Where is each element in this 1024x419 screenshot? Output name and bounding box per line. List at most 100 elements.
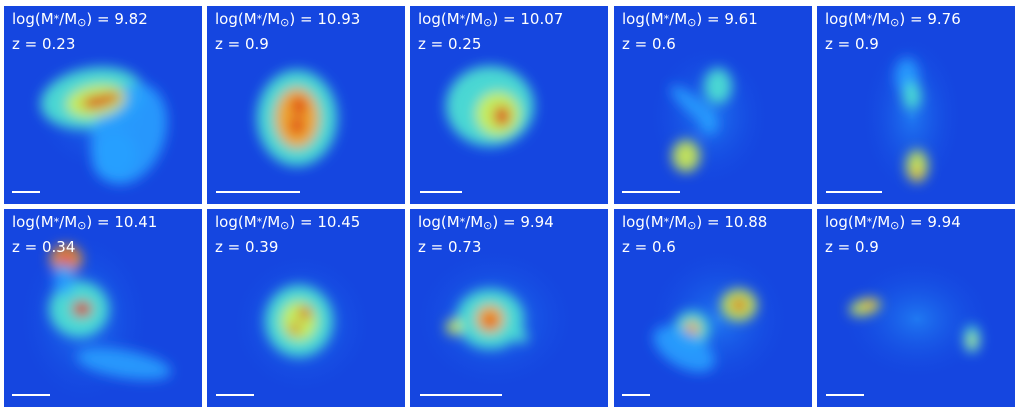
galaxy-image (4, 209, 202, 407)
redshift-label: z = 0.9 (825, 238, 879, 256)
redshift-value: 0.34 (41, 238, 76, 256)
galaxy-emission (290, 324, 300, 334)
stellar-mass-label: log(M*/M⊙) = 9.82 (12, 10, 148, 32)
label-part: /M (262, 213, 281, 231)
stellar-mass-label: log(M*/M⊙) = 10.93 (215, 10, 360, 32)
galaxy-emission (906, 150, 928, 182)
galaxy-image (410, 209, 608, 407)
galaxy-emission (862, 300, 876, 310)
label-part: log(M (418, 213, 460, 231)
galaxy-panel: log(M*/M⊙) = 10.45 z = 0.39 (207, 209, 405, 407)
label-part: * (866, 215, 873, 229)
redshift-value: 0.23 (41, 35, 76, 53)
label-part: ⊙ (280, 219, 290, 232)
stellar-mass-label: log(M*/M⊙) = 9.94 (418, 213, 554, 235)
label-part: log(M (622, 10, 664, 28)
label-part: ) = (492, 213, 521, 231)
stellar-mass-label: log(M*/M⊙) = 9.94 (825, 213, 961, 235)
galaxy-emission (903, 82, 921, 110)
redshift-value: 0.9 (854, 35, 879, 53)
label-part: ⊙ (77, 16, 87, 29)
label-part: ⊙ (483, 219, 493, 232)
galaxy-halo (649, 249, 789, 389)
label-part: log(M (215, 213, 257, 231)
galaxy-emission (58, 253, 74, 265)
scale-bar (216, 394, 254, 396)
label-part: ) = (696, 10, 725, 28)
label-part: * (53, 12, 60, 26)
label-part: ) = (899, 213, 928, 231)
galaxy-emission (484, 315, 496, 327)
redshift-value: 0.39 (244, 238, 279, 256)
scale-bar (826, 191, 882, 193)
label-part: /M (872, 10, 891, 28)
galaxy-emission (494, 106, 510, 126)
galaxy-image (614, 209, 812, 407)
label-part: ) = (899, 10, 928, 28)
redshift-value: 0.6 (651, 35, 676, 53)
label-part: 10.93 (317, 10, 361, 28)
galaxy-panel: log(M*/M⊙) = 9.82 z = 0.23 (4, 6, 202, 204)
redshift-value: 0.9 (854, 238, 879, 256)
galaxy-emission (732, 299, 746, 311)
label-part: ) = (86, 213, 115, 231)
galaxy-emission (446, 319, 462, 335)
label-part: z = (12, 35, 42, 53)
label-part: ⊙ (280, 16, 290, 29)
label-part: /M (59, 213, 78, 231)
label-part: ⊙ (483, 16, 493, 29)
label-part: log(M (418, 10, 460, 28)
galaxy-emission (72, 301, 92, 317)
galaxy-image (4, 6, 202, 204)
scale-bar (12, 394, 50, 396)
label-part: * (256, 12, 263, 26)
galaxy-emission (912, 169, 922, 179)
scale-bar (622, 191, 680, 193)
galaxy-panel: log(M*/M⊙) = 10.07 z = 0.25 (410, 6, 608, 204)
label-part: * (866, 12, 873, 26)
galaxy-panel: log(M*/M⊙) = 10.41 z = 0.34 (4, 209, 202, 407)
redshift-label: z = 0.73 (418, 238, 481, 256)
redshift-label: z = 0.23 (12, 35, 75, 53)
galaxy-panel: log(M*/M⊙) = 9.76 z = 0.9 (817, 6, 1015, 204)
stellar-mass-label: log(M*/M⊙) = 10.07 (418, 10, 563, 32)
redshift-value: 0.6 (651, 238, 676, 256)
galaxy-halo (862, 36, 962, 196)
label-part: log(M (825, 213, 867, 231)
redshift-label: z = 0.9 (215, 35, 269, 53)
label-part: z = (418, 238, 448, 256)
scale-bar (216, 191, 300, 193)
redshift-label: z = 0.39 (215, 238, 278, 256)
label-part: * (256, 215, 263, 229)
label-part: z = (215, 35, 245, 53)
label-part: log(M (825, 10, 867, 28)
label-part: * (459, 12, 466, 26)
label-part: log(M (12, 10, 54, 28)
galaxy-emission (672, 140, 700, 172)
redshift-label: z = 0.6 (622, 35, 676, 53)
label-part: log(M (622, 213, 664, 231)
galaxy-panel: log(M*/M⊙) = 9.94 z = 0.73 (410, 209, 608, 407)
redshift-label: z = 0.6 (622, 238, 676, 256)
label-part: z = (825, 238, 855, 256)
galaxy-panel: log(M*/M⊙) = 9.94 z = 0.9 (817, 209, 1015, 407)
label-part: ) = (696, 213, 725, 231)
stellar-mass-label: log(M*/M⊙) = 10.45 (215, 213, 360, 235)
label-part: z = (622, 35, 652, 53)
galaxy-panel: log(M*/M⊙) = 10.88 z = 0.6 (614, 209, 812, 407)
scale-bar (12, 191, 40, 193)
galaxy-emission (653, 325, 715, 373)
galaxy-emission (299, 307, 311, 319)
label-part: 9.94 (520, 213, 554, 231)
galaxy-image (817, 209, 1015, 407)
label-part: * (663, 215, 670, 229)
label-part: /M (59, 10, 78, 28)
galaxy-image (817, 6, 1015, 204)
stellar-mass-label: log(M*/M⊙) = 9.76 (825, 10, 961, 32)
galaxy-emission (516, 331, 528, 343)
scale-bar (826, 394, 864, 396)
galaxy-emission (290, 118, 304, 134)
stellar-mass-label: log(M*/M⊙) = 10.41 (12, 213, 157, 235)
label-part: ⊙ (890, 16, 900, 29)
label-part: 10.45 (317, 213, 361, 231)
